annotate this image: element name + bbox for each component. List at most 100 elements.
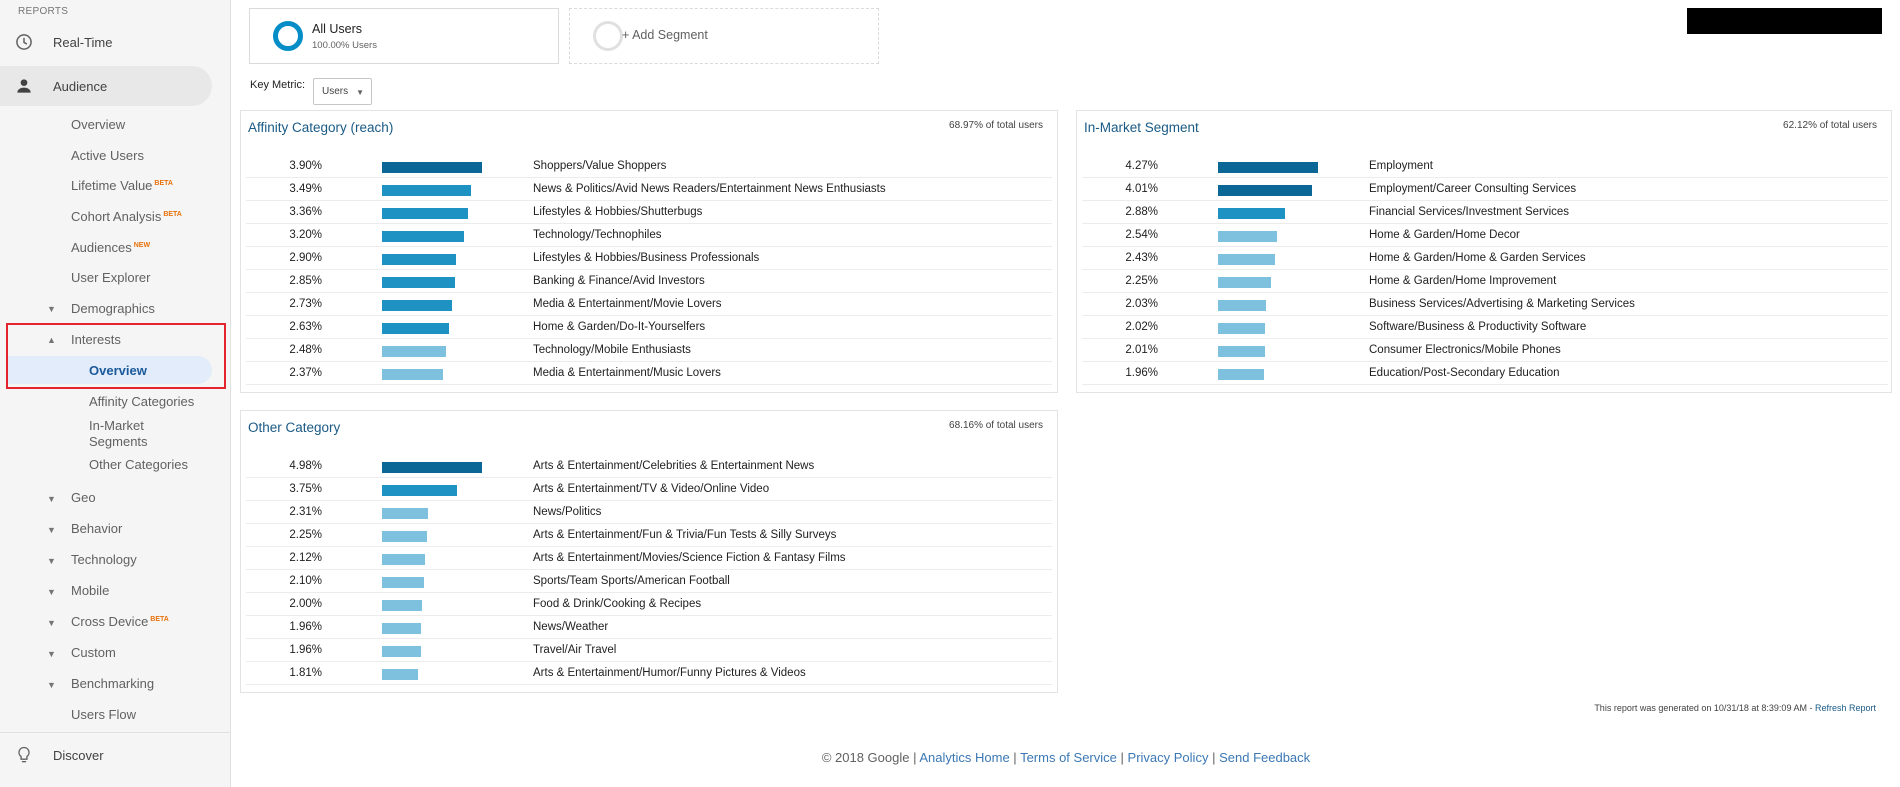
sidebar-item-benchmarking[interactable]: Benchmarking	[71, 676, 155, 691]
refresh-report-link[interactable]: Refresh Report	[1814, 703, 1876, 713]
sidebar-item-demographics[interactable]: Demographics	[71, 301, 155, 316]
row-category[interactable]: Arts & Entertainment/Movies/Science Fict…	[533, 552, 846, 564]
table-row: 2.73% Media & Entertainment/Movie Lovers	[246, 293, 1052, 316]
sidebar-item-lifetime-value[interactable]: Lifetime Value BETA	[71, 178, 173, 193]
percentage-bar	[382, 577, 424, 588]
row-category[interactable]: News/Weather	[533, 621, 609, 633]
audiences-label: Audiences	[71, 240, 132, 255]
percentage-bar	[1218, 369, 1264, 380]
row-category[interactable]: Home & Garden/Home & Garden Services	[1369, 252, 1586, 264]
nav-discover[interactable]: Discover	[0, 735, 212, 775]
row-category[interactable]: News & Politics/Avid News Readers/Entert…	[533, 183, 886, 195]
footer-separator: |	[1120, 750, 1124, 765]
row-category[interactable]: Media & Entertainment/Music Lovers	[533, 367, 721, 379]
row-category[interactable]: Food & Drink/Cooking & Recipes	[533, 598, 702, 610]
nav-realtime[interactable]: Real-Time	[0, 22, 212, 62]
sidebar-item-behavior[interactable]: Behavior	[71, 521, 123, 536]
sidebar-item-other-categories[interactable]: Other Categories	[89, 457, 188, 472]
row-category[interactable]: Financial Services/Investment Services	[1369, 206, 1570, 218]
row-category[interactable]: Business Services/Advertising & Marketin…	[1369, 298, 1635, 310]
table-row: 2.37% Media & Entertainment/Music Lovers	[246, 362, 1052, 385]
segment-all-users[interactable]: All Users 100.00% Users	[249, 8, 559, 64]
sidebar-item-segments[interactable]: Segments	[89, 434, 148, 449]
sidebar-item-in-market[interactable]: In-Market	[89, 418, 144, 433]
row-category[interactable]: Lifestyles & Hobbies/Shutterbugs	[533, 206, 703, 218]
privacy-link[interactable]: Privacy Policy	[1127, 750, 1209, 765]
row-category[interactable]: Employment/Career Consulting Services	[1369, 183, 1577, 195]
percentage-bar	[382, 208, 468, 219]
lightbulb-icon	[18, 746, 30, 763]
footer-separator: |	[1013, 750, 1017, 765]
sidebar-item-cross-device[interactable]: Cross Device BETA	[71, 614, 169, 629]
row-category[interactable]: Media & Entertainment/Movie Lovers	[533, 298, 722, 310]
sidebar-item-audiences[interactable]: Audiences NEW	[71, 240, 150, 255]
row-percentage: 2.54%	[1125, 229, 1158, 241]
row-category[interactable]: Sports/Team Sports/American Football	[533, 575, 730, 587]
table-row: 3.36% Lifestyles & Hobbies/Shutterbugs	[246, 201, 1052, 224]
row-category[interactable]: Software/Business & Productivity Softwar…	[1369, 321, 1587, 333]
row-category[interactable]: Employment	[1369, 160, 1433, 172]
sidebar-item-user-explorer[interactable]: User Explorer	[71, 270, 151, 285]
new-badge: NEW	[133, 241, 151, 249]
row-category[interactable]: Consumer Electronics/Mobile Phones	[1369, 344, 1561, 356]
nav-audience[interactable]: Audience	[0, 66, 212, 106]
row-category[interactable]: Arts & Entertainment/Celebrities & Enter…	[533, 460, 815, 472]
panel-title[interactable]: Affinity Category (reach)	[248, 120, 394, 135]
sidebar-item-affinity-categories[interactable]: Affinity Categories	[89, 394, 195, 409]
row-category[interactable]: Arts & Entertainment/Fun & Trivia/Fun Te…	[533, 529, 837, 541]
row-category[interactable]: Lifestyles & Hobbies/Business Profession…	[533, 252, 760, 264]
caret-down-icon: ▼	[47, 587, 56, 597]
panel-title[interactable]: Other Category	[248, 420, 341, 435]
feedback-link[interactable]: Send Feedback	[1219, 750, 1311, 765]
row-category[interactable]: Arts & Entertainment/TV & Video/Online V…	[533, 483, 770, 495]
sidebar-item-cohort-analysis[interactable]: Cohort Analysis BETA	[71, 209, 182, 224]
sidebar-item-custom[interactable]: Custom	[71, 645, 116, 660]
person-icon	[17, 79, 31, 93]
copyright: © 2018 Google |	[821, 750, 917, 765]
row-category[interactable]: Home & Garden/Do-It-Yourselfers	[533, 321, 706, 333]
percentage-bar	[382, 231, 464, 242]
nav-discover-label: Discover	[53, 747, 104, 763]
row-category[interactable]: Shoppers/Value Shoppers	[533, 160, 667, 172]
sidebar-item-active-users[interactable]: Active Users	[71, 148, 144, 163]
sidebar-item-geo[interactable]: Geo	[71, 490, 96, 505]
row-category[interactable]: Home & Garden/Home Improvement	[1369, 275, 1557, 287]
sidebar-item-mobile[interactable]: Mobile	[71, 583, 110, 598]
sidebar-item-interests[interactable]: Interests	[71, 332, 121, 347]
table-row: 4.98% Arts & Entertainment/Celebrities & …	[246, 455, 1052, 478]
row-category[interactable]: News/Politics	[533, 506, 602, 518]
analytics-home-link[interactable]: Analytics Home	[919, 750, 1010, 765]
cross-device-label: Cross Device	[71, 614, 149, 629]
caret-down-icon: ▼	[47, 556, 56, 566]
sidebar-item-technology[interactable]: Technology	[71, 552, 137, 567]
main-content: All Users 100.00% Users + Add Segment Ke…	[240, 0, 1892, 787]
other-rows: 4.98% Arts & Entertainment/Celebrities & …	[246, 455, 1052, 685]
inmarket-panel: In-Market Segment 62.12% of total users …	[1076, 110, 1892, 393]
row-percentage: 2.85%	[289, 275, 322, 287]
sidebar-item-overview[interactable]: Overview	[71, 117, 126, 132]
row-category[interactable]: Banking & Finance/Avid Investors	[533, 275, 705, 287]
caret-down-icon: ▼	[47, 494, 56, 504]
highlight-box	[6, 323, 226, 389]
panel-title[interactable]: In-Market Segment	[1084, 120, 1199, 135]
nav-realtime-label: Real-Time	[53, 34, 113, 50]
terms-link[interactable]: Terms of Service	[1020, 750, 1117, 765]
row-category[interactable]: Travel/Air Travel	[533, 644, 617, 656]
caret-down-icon: ▼	[47, 680, 56, 690]
table-row: 2.02% Software/Business & Productivity So…	[1082, 316, 1888, 339]
key-metric-select[interactable]: Users ▼	[313, 78, 372, 105]
add-segment-button[interactable]: + Add Segment	[569, 8, 879, 64]
row-percentage: 1.81%	[289, 667, 322, 679]
caret-down-icon: ▼	[47, 649, 56, 659]
table-row: 3.20% Technology/Technophiles	[246, 224, 1052, 247]
row-percentage: 2.37%	[289, 367, 322, 379]
row-category[interactable]: Education/Post-Secondary Education	[1369, 367, 1560, 379]
row-percentage: 4.27%	[1125, 160, 1158, 172]
table-row: 3.75% Arts & Entertainment/TV & Video/Onl…	[246, 478, 1052, 501]
row-category[interactable]: Arts & Entertainment/Humor/Funny Picture…	[533, 667, 806, 679]
row-category[interactable]: Home & Garden/Home Decor	[1369, 229, 1520, 241]
sidebar-item-interests-overview[interactable]: Overview	[89, 363, 147, 378]
sidebar-item-users-flow[interactable]: Users Flow	[71, 707, 137, 722]
row-category[interactable]: Technology/Mobile Enthusiasts	[533, 344, 691, 356]
row-category[interactable]: Technology/Technophiles	[533, 229, 662, 241]
